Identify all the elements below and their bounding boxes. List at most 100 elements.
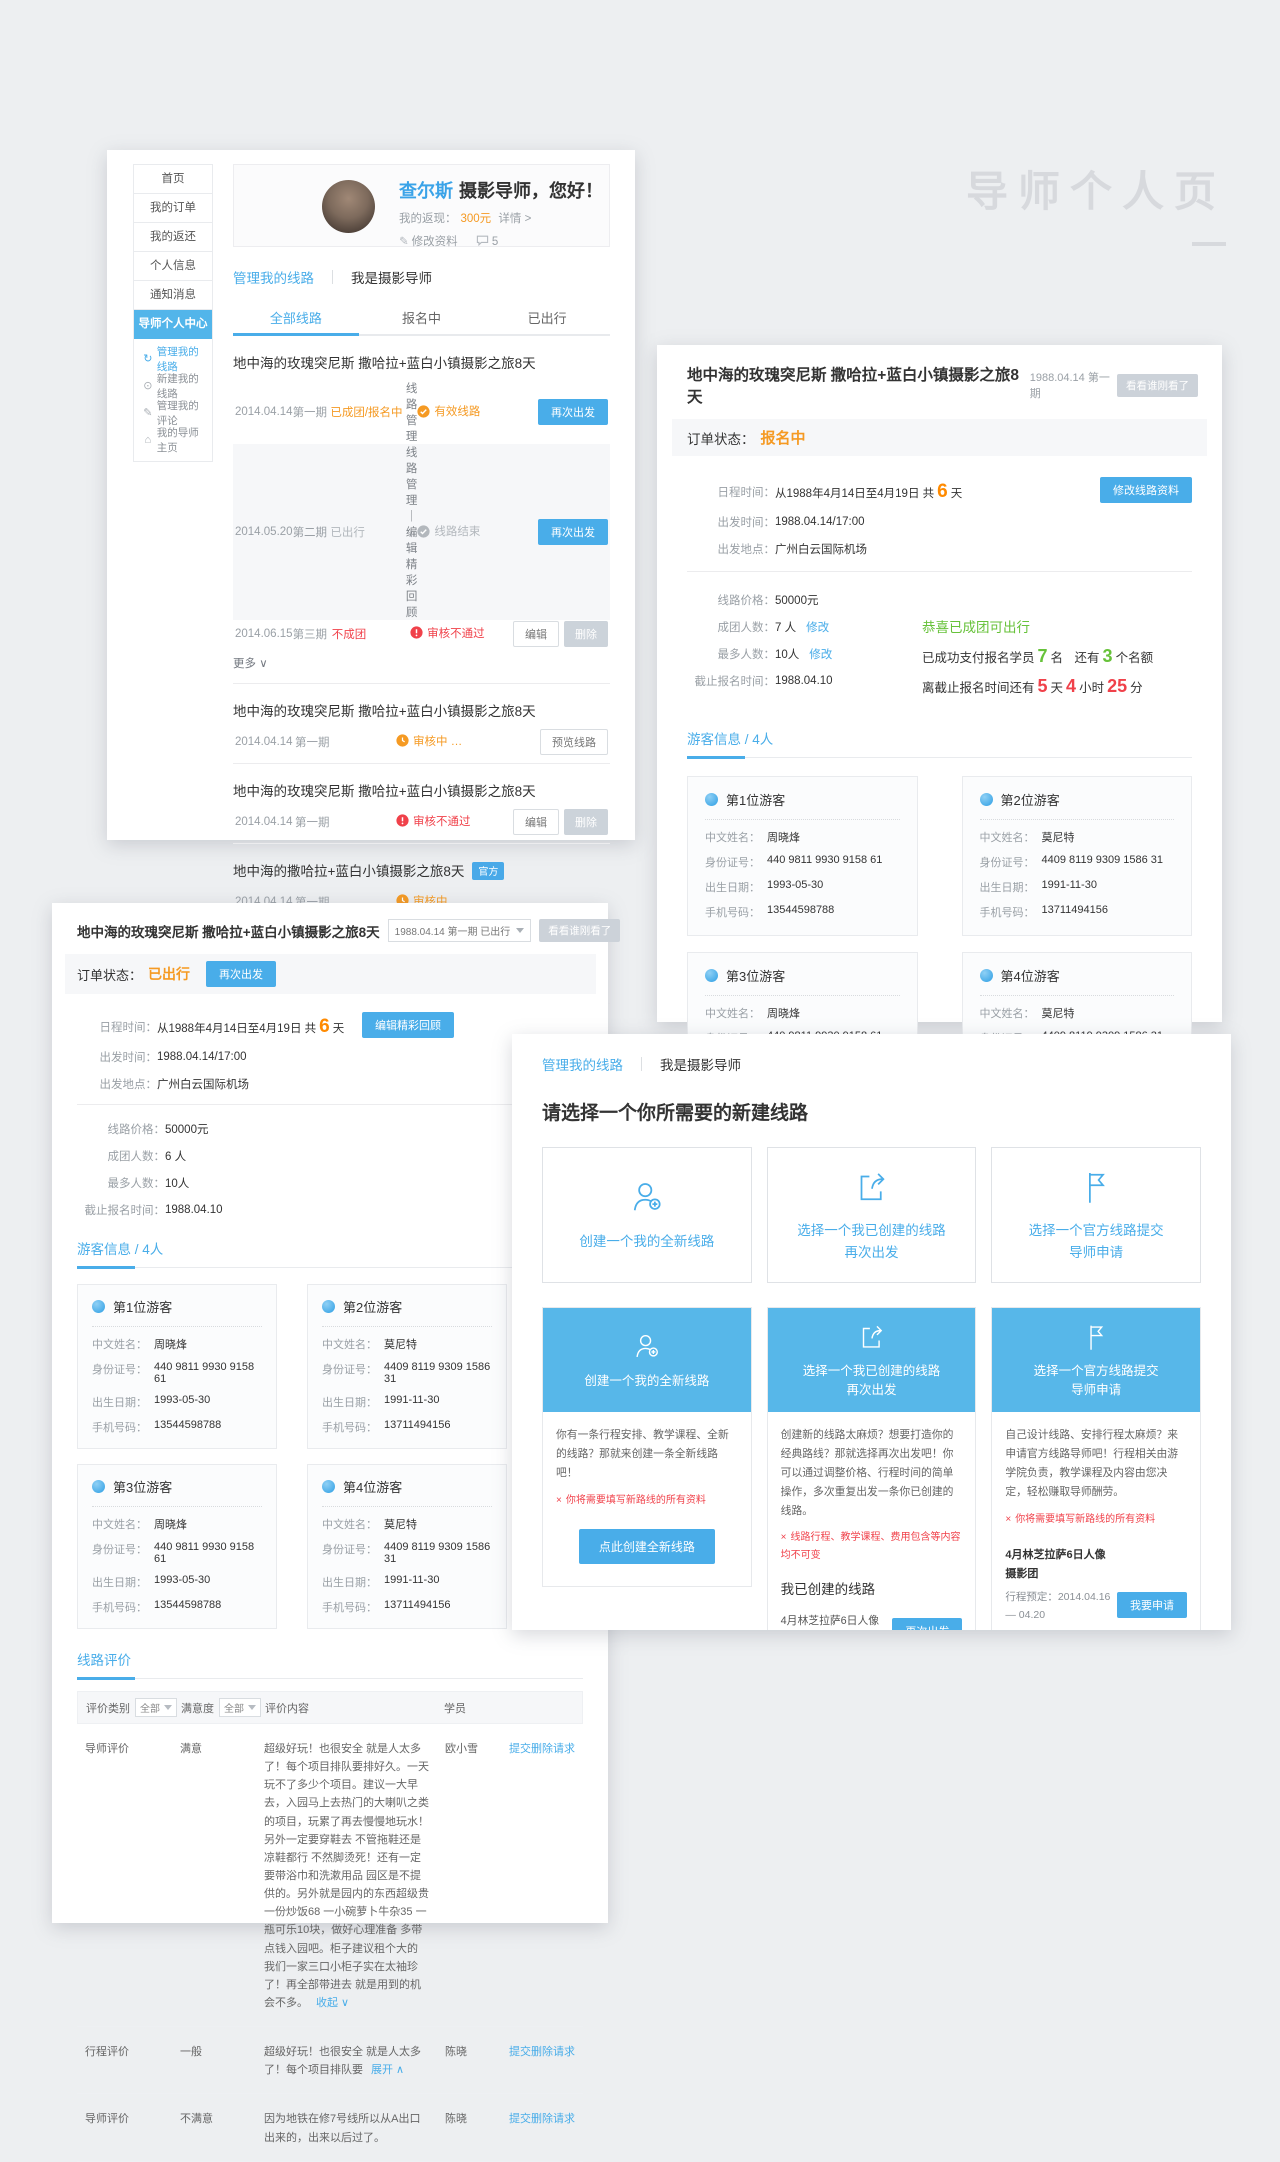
edit-button[interactable]: 编辑 [513,620,559,647]
submit-delete-request-link[interactable]: 提交删除请求 [509,1743,575,1755]
tourist-phone: 13711494156 [1041,904,1108,916]
modify-group-size-link[interactable]: 修改 [806,622,830,634]
category-select[interactable]: 全部 [135,1698,177,1717]
more-toggle[interactable]: 更多 ∨ [233,658,268,670]
route-manage-link[interactable]: 线路管理 [405,383,418,443]
sidebar-subitem-instructor-homepage[interactable]: ⌂ 我的导师主页 [143,426,208,454]
countdown-text: 离截止报名时间还有 [922,681,1035,695]
field-label: 出生日期： [92,1577,147,1589]
divider [77,1104,583,1105]
preview-route-button[interactable]: 预览线路 [540,728,608,755]
comments-counter[interactable]: 5 [476,235,498,248]
tourist-name: 周晓烽 [154,1519,187,1531]
submit-delete-request-link[interactable]: 提交删除请求 [509,2046,575,2059]
tab-registering[interactable]: 报名中 [402,311,442,326]
delete-button[interactable]: 删除 [564,620,608,647]
who-viewed-button[interactable]: 看看谁刚看了 [539,919,621,942]
depart-place-label: 出发地点： [99,1079,158,1091]
max-size-label: 最多人数： [107,1178,166,1190]
tab-all-routes[interactable]: 全部线路 [269,311,322,326]
sidebar-item-notifications[interactable]: 通知消息 [134,281,212,310]
review-category: 行程评价 [85,2046,129,2059]
collapse-toggle[interactable]: 收起 ∨ [316,1996,350,2009]
tab-i-am-photography-instructor[interactable]: 我是摄影导师 [351,271,432,286]
tourist-birth: 1991-11-30 [1041,879,1097,891]
price-value: 50000元 [775,595,819,607]
sidebar-subitem-new-route[interactable]: ⊙ 新建我的线路 [143,372,208,400]
card-note: × 线路行程、教学课程、费用包含等内容均不可变 [781,1529,963,1564]
depart-time-label: 出发时间： [99,1052,158,1064]
paid-text: 已成功支付报名学员 [922,651,1035,665]
remaining-text: 还有 [1074,651,1100,665]
note-mark: × [1005,1513,1012,1525]
schedule-days: 6 [937,481,948,502]
period-dropdown[interactable]: 1988.04.14 第一期 已出行 [387,919,532,942]
create-route-button[interactable]: 点此创建全新线路 [578,1529,715,1565]
field-label: 手机号码： [979,907,1035,919]
tourist-name: 莫尼特 [384,1519,417,1531]
divider [687,571,1192,572]
depart-again-button[interactable]: 再次出发 [538,399,608,425]
note-text: 你将需要填写新路线的所有资料 [1015,1513,1156,1525]
tab-manage-my-routes[interactable]: 管理我的线路 [233,271,314,286]
created-route-name: 4月林芝拉萨6日人像摄影团 [780,1615,880,1628]
sidebar-item-orders[interactable]: 我的订单 [134,194,212,223]
avatar[interactable] [322,180,375,233]
congrats-message: 恭喜已成团可出行 [922,620,1030,635]
apply-button[interactable]: 我要申请 [1117,1592,1188,1619]
status-badge: 审核不通过 [396,813,471,829]
modify-max-size-link[interactable]: 修改 [809,649,833,661]
reuse-route-card-header[interactable]: 选择一个我已创建的线路 再次出发 [767,1308,976,1412]
review-table: 评价类别 全部 满意度 全部 评价内容 学员 导师评价 满意 超级好玩！也很安全 就… [77,1691,583,2162]
tourists-grid: 第1位游客 中文姓名： 周晓烽 身份证号： 440 9811 9930 9158 6… [77,1284,583,1629]
sidebar-subitem-manage-comments[interactable]: ✎ 管理我的评论 [143,399,208,427]
rebate-details-link[interactable]: 详情 > [498,213,532,225]
route-date: 2014.04.14 [235,815,293,828]
price-label: 线路价格： [107,1124,166,1136]
content-header-label: 评价内容 [265,1702,309,1715]
who-viewed-button[interactable]: 看看谁刚看了 [1117,373,1198,397]
sidebar-item-instructor-center[interactable]: 导师个人中心 [134,310,212,339]
field-label: 身份证号： [705,857,760,869]
option-apply-official-route[interactable]: 选择一个官方线路提交 导师申请 [991,1147,1202,1283]
sidebar-subitem-label: 我的导师主页 [156,426,199,454]
edit-route-info-button[interactable]: 修改线路资料 [1100,477,1192,503]
edit-button[interactable]: 编辑 [513,808,559,835]
comments-pencil-icon: ✎ [143,406,153,419]
option-create-new-route[interactable]: 创建一个我的全新线路 [542,1147,752,1283]
delete-button[interactable]: 删除 [564,808,608,835]
edit-profile-link[interactable]: ✎ 修改资料 [399,233,458,249]
sidebar-item-home[interactable]: 首页 [134,165,212,194]
group-size-value: 6 人 [165,1151,187,1163]
route-row: 2014.04.14 第一期 已成团/报名中 线路管理 有效线路 再次出发 [233,380,610,444]
submit-delete-request-link[interactable]: 提交删除请求 [509,2113,575,2126]
sidebar-subitem-label: 新建我的线路 [156,372,199,400]
tab-i-am-photography-instructor[interactable]: 我是摄影导师 [660,1058,741,1073]
sidebar-item-refunds[interactable]: 我的返还 [134,223,212,252]
tab-departed[interactable]: 已出行 [527,311,567,326]
expand-toggle[interactable]: 展开 ∧ [371,2064,405,2077]
route-date: 2014.04.14 [235,735,293,748]
new-route-icon: ⊙ [143,380,153,392]
sidebar-item-personal-info[interactable]: 个人信息 [134,252,212,281]
category-select-value: 全部 [140,1704,160,1715]
level-select[interactable]: 全部 [219,1698,261,1717]
offer-name: 4月林芝拉萨6日人像摄影团 [1005,1549,1106,1581]
official-route-card-header[interactable]: 选择一个官方线路提交 导师申请 [992,1308,1201,1412]
tourist-card: 第1位游客 中文姓名： 周晓烽 身份证号： 440 9811 9930 9158 6… [687,776,918,936]
route-row: 2014.04.14 第一期 审核不通过 编辑 删除 [233,808,610,835]
create-new-route-card-header[interactable]: 创建一个我的全新线路 [543,1308,751,1412]
official-route-card: 选择一个官方线路提交 导师申请 自己设计线路、安排行程太麻烦？来申请官方线路导师吧… [991,1307,1202,1630]
edit-highlights-button[interactable]: 编辑精彩回顾 [362,1012,454,1038]
route-term: 第一期 [295,736,330,749]
route-manage-link[interactable]: 线路管理｜编辑精彩回顾 [405,447,418,619]
option-reuse-my-route[interactable]: 选择一个我已创建的线路 再次出发 [766,1147,977,1283]
depart-again-button[interactable]: 再次出发 [538,519,608,545]
tourist-phone: 13711494156 [384,1419,451,1431]
sidebar-subitem-manage-routes[interactable]: ↻ 管理我的线路 [143,345,208,373]
depart-again-button[interactable]: 再次出发 [206,961,277,987]
tab-manage-my-routes[interactable]: 管理我的线路 [542,1058,623,1073]
schedule-unit: 天 [950,488,963,500]
depart-again-button[interactable]: 再次出发 [892,1617,963,1630]
